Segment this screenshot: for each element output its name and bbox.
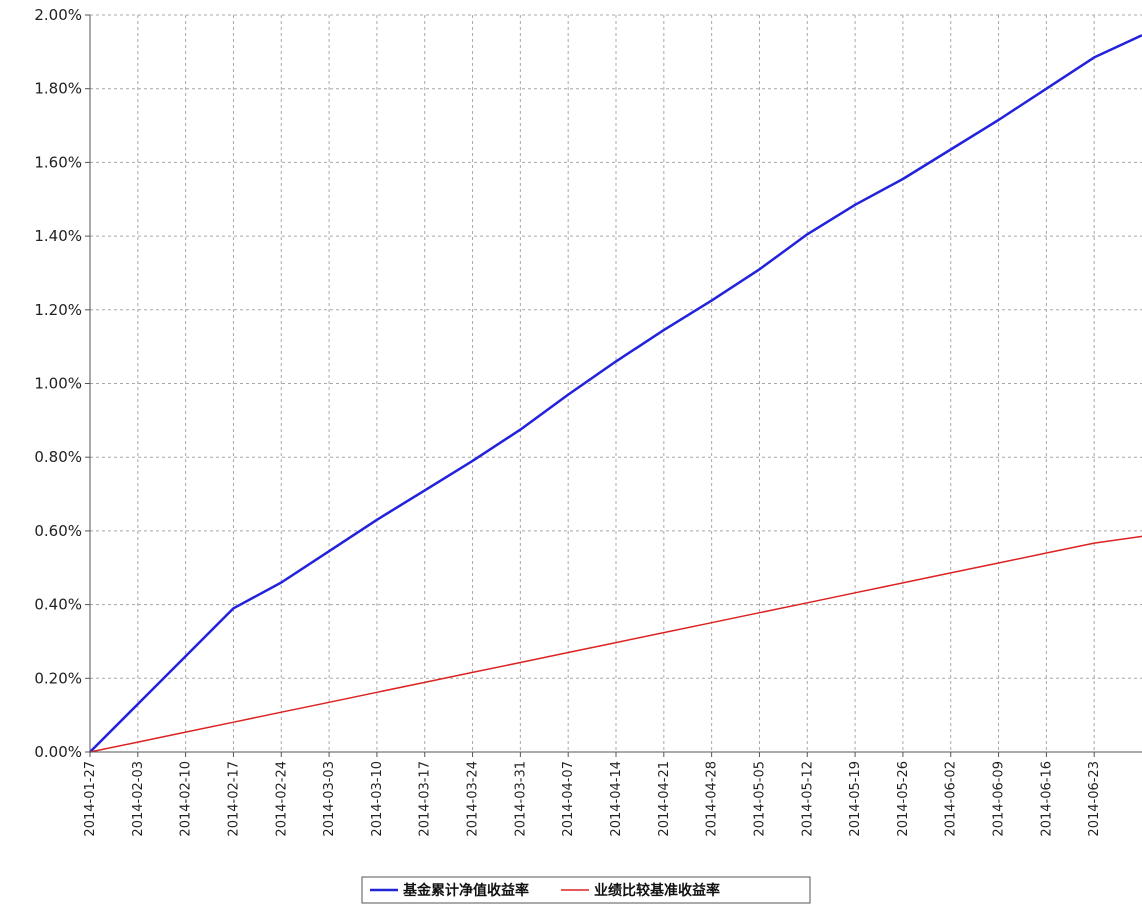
legend-label-2: 业绩比较基准收益率 — [594, 882, 720, 899]
x-axis-ticks: 2014-01-27 2014-02-03 2014-02-10 2014-02-17… — [83, 752, 1102, 837]
x-tick-label: 2014-05-05 — [752, 761, 767, 837]
x-tick-label: 2014-06-23 — [1087, 761, 1102, 837]
x-tick-label: 2014-02-24 — [274, 761, 289, 837]
y-tick-label: 1.60% — [34, 153, 82, 171]
y-axis-ticks: 0.00% 0.20% 0.40% 0.60% 0.80% 1.00% 1.20% 1.40%… — [34, 6, 90, 761]
y-tick-label: 0.00% — [34, 743, 82, 761]
series-line-2 — [89, 535, 1142, 753]
legend: 基金累计净值收益率 业绩比较基准收益率 — [361, 876, 811, 904]
x-tick-label: 2014-03-24 — [466, 761, 481, 837]
x-tick-label: 2014-03-03 — [322, 761, 337, 837]
x-tick-label: 2014-05-12 — [800, 761, 815, 837]
legend-label-1: 基金累计净值收益率 — [403, 882, 529, 899]
x-tick-label: 2014-02-17 — [226, 761, 241, 837]
y-tick-label: 0.40% — [34, 596, 82, 614]
y-tick-label: 1.80% — [34, 80, 82, 98]
x-tick-label: 2014-05-19 — [848, 761, 863, 837]
x-tick-label: 2014-05-26 — [896, 761, 911, 837]
x-tick-label: 2014-02-03 — [131, 761, 146, 837]
x-tick-label: 2014-04-07 — [561, 761, 576, 837]
y-tick-label: 1.00% — [34, 375, 82, 393]
x-tick-label: 2014-04-21 — [657, 761, 672, 837]
y-tick-label: 1.20% — [34, 301, 82, 319]
x-tick-label: 2014-02-10 — [179, 761, 194, 837]
series-line-1 — [89, 34, 1142, 753]
y-tick-label: 0.60% — [34, 522, 82, 540]
x-tick-label: 2014-04-14 — [609, 761, 624, 837]
gridlines — [90, 14, 1142, 752]
x-tick-label: 2014-01-27 — [83, 761, 98, 837]
x-tick-label: 2014-03-17 — [418, 761, 433, 837]
x-tick-label: 2014-06-02 — [944, 761, 959, 837]
y-tick-label: 1.40% — [34, 227, 82, 245]
y-tick-label: 0.80% — [34, 448, 82, 466]
y-tick-label: 2.00% — [34, 6, 82, 24]
series-layer — [89, 34, 1142, 753]
x-tick-label: 2014-06-16 — [1039, 761, 1054, 837]
x-tick-label: 2014-06-09 — [992, 761, 1007, 837]
y-tick-label: 0.20% — [34, 669, 82, 687]
x-tick-label: 2014-03-10 — [370, 761, 385, 837]
x-tick-label: 2014-03-31 — [513, 761, 528, 837]
x-tick-label: 2014-04-28 — [705, 761, 720, 837]
